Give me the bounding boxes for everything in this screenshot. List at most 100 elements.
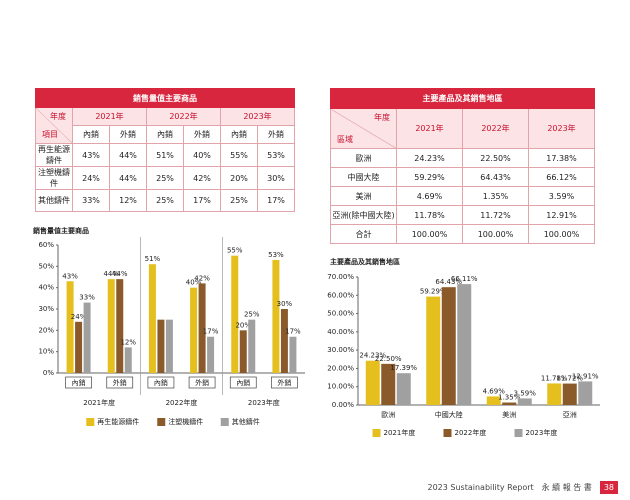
table-cell: 44% [109,166,147,190]
table-title: 銷售量值主要商品 [35,88,295,108]
category-box [106,376,134,389]
y-tick-label: 50% [38,262,54,270]
category-box [147,376,175,389]
table-row: 中國大陸 59.29% 64.43% 66.12% [330,167,595,187]
y-tick-label: 60% [38,241,54,249]
bar [396,373,411,405]
bar [198,283,206,373]
table: 主要產品及其銷售地區 年度 區域 2021年 2022年 2023年 歐洲 24.23% 22.… [330,88,595,244]
corner-bottom: 區域 [337,135,353,144]
bar [486,396,501,405]
table-cell: 合計 [330,224,397,244]
table-cell: 17% [183,189,221,212]
year-header: 2023年 [220,107,295,126]
sub-row: 內銷 外銷 內銷 外銷 內銷 外銷 [36,125,295,144]
y-tick-label: 40.00% [327,328,354,336]
category-box [229,376,257,389]
year-header: 2021年 [396,108,463,149]
sub-header: 外銷 [257,125,295,144]
table-cell: 30% [257,166,295,190]
value-label: 3.59% [514,389,537,397]
x-tick-label: 中國大陸 [435,410,463,419]
legend-swatch [443,429,452,437]
table-cell: 17% [257,189,295,212]
bar [517,398,532,405]
bar [272,259,280,373]
y-tick-label: 20% [38,326,54,334]
category-box [188,376,216,389]
table-row: 合計 100.00% 100.00% 100.00% [330,224,595,244]
y-tick-label: 0.00% [332,401,355,409]
y-tick-label: 20.00% [327,364,354,372]
value-label: 40% [186,279,202,287]
table-cell: 1.35% [462,186,529,206]
value-label: 64.43% [435,278,462,286]
bar [116,279,124,373]
value-label: 55% [227,247,243,255]
legend-label: 再生能源鑄件 [97,417,139,426]
table-cell: 43% [72,143,110,167]
bar [578,381,593,405]
table-cell: 100.00% [396,224,463,244]
legend-swatch [86,418,95,426]
value-label: 43% [62,272,78,280]
table-cell: 亞洲(除中國大陸) [330,205,397,225]
year-header: 2022年 [146,107,221,126]
table-title: 主要產品及其銷售地區 [330,88,595,109]
bar [547,383,562,405]
y-tick-label: 50.00% [327,310,354,318]
table-row: 再生能源鑄件 43% 44% 51% 40% 55% 53% [35,143,295,167]
table-cell: 25% [220,189,258,212]
corner-cell: 年度 區域 [330,108,397,149]
value-label: 20% [235,321,251,329]
corner-bottom: 項目 [42,130,58,139]
x-tick-label: 外銷 [113,378,127,387]
legend-label: 2022年度 [455,428,487,437]
bar [66,281,74,373]
bar [248,319,256,373]
title-row: 銷售量值主要商品 [35,88,295,108]
bar [280,309,288,373]
bar [148,264,156,373]
value-label: 44% [103,270,119,278]
x-tick-label: 美洲 [502,410,516,419]
table-row: 注塑機鑄件 24% 44% 25% 42% 20% 30% [35,166,295,190]
bar [365,360,380,405]
legend-swatch [514,429,523,437]
bar [231,255,239,373]
bar [165,319,173,373]
footer-report: 2023 Sustainability Report [427,483,534,492]
value-label: 12% [120,338,136,346]
table-cell: 40% [183,143,221,167]
value-label: 24% [71,313,87,321]
bar [562,383,577,405]
value-label: 12.91% [572,372,599,380]
value-label: 42% [194,274,210,282]
bar [190,287,198,373]
table-cell: 24% [72,166,110,190]
table-cell: 64.43% [462,167,529,187]
table-cell: 注塑機鑄件 [35,166,73,190]
x-tick-label: 內銷 [72,378,86,387]
bar [107,279,115,373]
table-cell: 55% [220,143,258,167]
value-label: 17% [203,328,219,336]
table-cell: 100.00% [528,224,595,244]
bar [502,402,517,405]
category-box [65,376,92,389]
footer: 2023 Sustainability Report 永 續 報 告 書 38 [427,481,618,494]
bar [381,363,396,405]
table-cell: 17.38% [528,148,595,168]
table-row: 其他鑄件 33% 12% 25% 17% 25% 17% [35,189,295,212]
value-label: 4.69% [483,387,506,395]
year-header: 2023年 [528,108,595,149]
y-tick-label: 10.00% [327,383,354,391]
table-row: 亞洲(除中國大陸) 11.78% 11.72% 12.91% [330,205,595,225]
value-label: 17.39% [390,364,417,372]
y-tick-label: 10% [38,348,54,356]
table-cell: 44% [109,143,147,167]
group-label: 2023年度 [248,398,280,407]
legend-label: 2021年度 [384,428,416,437]
value-label: 1.35% [498,394,521,402]
